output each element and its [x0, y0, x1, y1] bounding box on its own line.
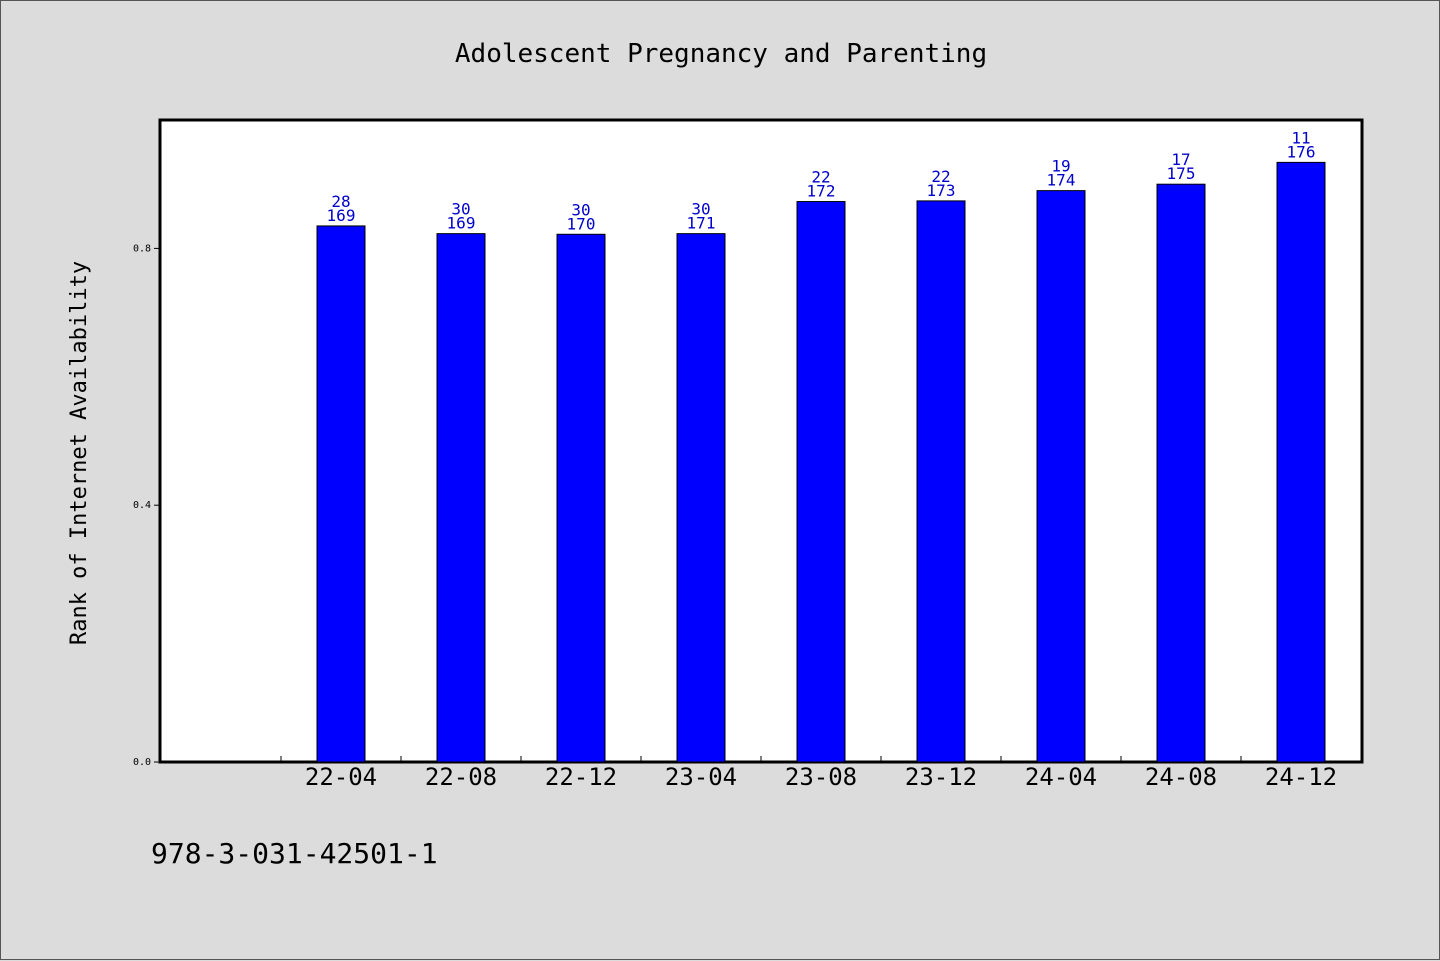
bar-24-04: [1036, 190, 1086, 763]
x-tick-label: 23-04: [665, 763, 737, 791]
bar-label-top: 17: [1171, 150, 1190, 169]
bar-label-top: 22: [811, 168, 830, 187]
bar-label-bottom: 174: [1047, 171, 1076, 190]
bar-24-12: [1276, 161, 1326, 763]
y-tick-label: 0.8: [133, 243, 151, 254]
footer-code: 978-3-031-42501-1: [151, 837, 438, 870]
bar-label-bottom: 169: [447, 214, 476, 233]
bar-label-top: 28: [331, 192, 350, 211]
chart-title: Adolescent Pregnancy and Parenting: [455, 39, 987, 69]
bar-22-08: [436, 233, 486, 763]
x-tick-label: 24-12: [1265, 763, 1337, 791]
x-tick-label: 23-08: [785, 763, 857, 791]
bar-label-bottom: 175: [1167, 164, 1196, 183]
bar-24-08: [1156, 183, 1206, 763]
x-tick-label: 22-12: [545, 763, 617, 791]
x-ticks-layer: 22-04 22-08 22-12 23-04 23-08 23-12 24-04 24-08…: [280, 756, 1337, 791]
y-ticks-layer: 0.0 0.4 0.8: [133, 243, 160, 768]
bar-22-12: [556, 233, 606, 763]
x-tick-label: 24-08: [1145, 763, 1217, 791]
bar-23-04: [676, 233, 726, 763]
bar-label-bottom: 176: [1287, 142, 1316, 161]
bar-label-bottom: 170: [567, 214, 596, 233]
x-tick-label: 24-04: [1025, 763, 1097, 791]
bar-23-12: [916, 200, 966, 763]
bar-label-bottom: 173: [927, 181, 956, 200]
bar-label-bottom: 171: [687, 214, 716, 233]
bar-label-top: 30: [571, 200, 590, 219]
bar-label-bottom: 169: [327, 206, 356, 225]
y-axis-label: Rank of Internet Availability: [67, 261, 92, 645]
bar-label-bottom: 172: [807, 182, 836, 201]
bar-label-top: 11: [1291, 128, 1310, 147]
x-tick-label: 22-04: [305, 763, 377, 791]
bar-23-08: [796, 201, 846, 763]
bar-label-top: 19: [1051, 157, 1070, 176]
bar-label-top: 22: [931, 167, 950, 186]
x-tick-label: 22-08: [425, 763, 497, 791]
x-tick-label: 23-12: [905, 763, 977, 791]
y-tick-label: 0.4: [133, 500, 151, 511]
bar-22-04: [316, 225, 366, 763]
bar-label-top: 30: [451, 200, 470, 219]
bar-label-top: 30: [691, 200, 710, 219]
y-tick-label: 0.0: [133, 757, 151, 768]
